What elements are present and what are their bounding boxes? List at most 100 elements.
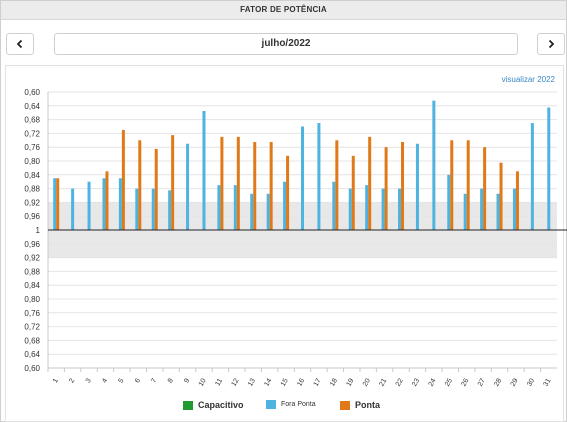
bar-fora-ponta-day-20: [365, 185, 369, 230]
y-tick-label: 0,64: [24, 350, 40, 359]
x-tick-label: 5: [118, 377, 126, 384]
month-selector[interactable]: julho/2022: [54, 33, 518, 55]
bar-fora-ponta-day-24: [432, 100, 436, 230]
chevron-left-icon: [16, 39, 23, 49]
bar-ponta-day-22: [401, 142, 405, 230]
bar-ponta-day-15: [286, 155, 290, 230]
x-tick-label: 21: [378, 377, 388, 387]
bar-ponta-day-6: [138, 140, 142, 230]
x-tick-label: 14: [263, 377, 273, 387]
bar-fora-ponta-day-10: [202, 110, 206, 230]
y-tick-label: 0,96: [24, 240, 40, 249]
x-tick-label: 29: [510, 377, 520, 387]
x-tick-label: 23: [411, 377, 421, 387]
legend-swatch-capacitivo: [183, 400, 193, 410]
legend-label-fora-ponta: Fora Ponta: [281, 401, 316, 408]
y-tick-label: 0,88: [24, 185, 40, 194]
y-tick-label: 0,76: [24, 309, 40, 318]
x-tick-label: 12: [231, 377, 241, 387]
bar-ponta-day-19: [351, 155, 355, 230]
x-tick-label: 10: [198, 377, 208, 387]
bar-ponta-day-27: [483, 147, 487, 230]
bar-fora-ponta-day-3: [87, 181, 91, 230]
y-tick-label: 0,80: [24, 157, 40, 166]
bar-fora-ponta-day-8: [168, 190, 172, 230]
y-tick-label: 0,88: [24, 267, 40, 276]
bar-ponta-day-25: [450, 140, 454, 230]
view-year-link[interactable]: visualizar 2022: [501, 75, 555, 84]
bar-fora-ponta-day-28: [496, 193, 500, 230]
x-tick-label: 1: [52, 377, 60, 384]
previous-month-button[interactable]: [6, 33, 34, 55]
bar-fora-ponta-day-14: [266, 193, 270, 230]
bar-ponta-day-8: [171, 135, 175, 230]
y-tick-label: 1: [36, 226, 41, 235]
x-tick-label: 28: [493, 377, 503, 387]
x-tick-label: 8: [167, 377, 175, 384]
x-tick-label: 6: [134, 377, 142, 384]
bar-fora-ponta-day-7: [151, 188, 155, 230]
bar-ponta-day-14: [269, 142, 273, 230]
x-tick-label: 4: [101, 377, 109, 384]
bar-fora-ponta-day-30: [530, 123, 534, 230]
legend-label-capacitivo: Capacitivo: [198, 400, 244, 410]
x-tick-label: 11: [214, 377, 224, 387]
bar-ponta-day-4: [105, 171, 109, 230]
bar-fora-ponta-day-9: [186, 143, 190, 230]
x-tick-label: 17: [313, 377, 323, 387]
x-tick-label: 26: [460, 377, 470, 387]
y-tick-label: 0,72: [24, 323, 40, 332]
bar-fora-ponta-day-31: [547, 107, 551, 230]
chevron-right-icon: [548, 39, 555, 49]
y-tick-label: 0,76: [24, 143, 40, 152]
bar-ponta-day-7: [154, 148, 158, 230]
bar-fora-ponta-day-11: [217, 185, 221, 230]
bar-ponta-day-28: [499, 162, 503, 230]
bar-fora-ponta-day-25: [447, 174, 451, 230]
x-tick-label: 16: [296, 377, 306, 387]
y-tick-label: 0,84: [24, 281, 40, 290]
x-tick-label: 22: [395, 377, 405, 387]
bar-fora-ponta-day-16: [301, 126, 304, 230]
bar-fora-ponta-day-15: [283, 181, 287, 230]
bar-ponta-day-18: [335, 140, 339, 230]
y-tick-label: 0,60: [24, 88, 40, 97]
bar-ponta-day-5: [121, 129, 125, 230]
bar-ponta-day-20: [368, 136, 372, 230]
x-tick-label: 13: [247, 377, 257, 387]
legend-item-ponta[interactable]: Ponta: [340, 400, 380, 410]
y-tick-label: 0,68: [24, 336, 40, 345]
bar-fora-ponta-day-21: [381, 188, 385, 230]
x-tick-label: 25: [444, 377, 454, 387]
y-tick-label: 0,68: [24, 116, 40, 125]
bar-ponta-day-12: [236, 136, 240, 230]
bar-fora-ponta-day-2: [71, 188, 75, 230]
x-tick-label: 31: [543, 377, 553, 387]
x-tick-label: 24: [428, 377, 438, 387]
x-tick-label: 15: [280, 377, 290, 387]
bar-ponta-day-1: [56, 178, 60, 230]
x-tick-label: 18: [329, 377, 339, 387]
y-tick-label: 0,60: [24, 364, 40, 373]
bar-fora-ponta-day-29: [512, 188, 516, 230]
y-tick-label: 0,92: [24, 198, 40, 207]
legend-item-capacitivo[interactable]: Capacitivo: [183, 400, 244, 410]
legend-item-fora-ponta[interactable]: Fora Ponta: [266, 400, 316, 409]
x-tick-label: 30: [526, 377, 536, 387]
y-tick-label: 0,64: [24, 102, 40, 111]
bar-fora-ponta-day-19: [348, 188, 352, 230]
next-month-button[interactable]: [537, 33, 565, 55]
bar-fora-ponta-day-22: [398, 188, 402, 230]
bar-fora-ponta-day-5: [118, 178, 122, 230]
bar-fora-ponta-day-13: [250, 193, 254, 230]
x-tick-label: 3: [85, 377, 93, 384]
y-tick-label: 0,84: [24, 171, 40, 180]
bar-ponta-day-21: [384, 147, 388, 230]
x-tick-label: 7: [150, 377, 158, 384]
bar-fora-ponta-day-1: [53, 178, 57, 230]
bar-fora-ponta-day-26: [463, 193, 467, 230]
y-tick-label: 0,72: [24, 129, 40, 138]
y-tick-label: 0,80: [24, 295, 40, 304]
bar-fora-ponta-day-6: [135, 188, 139, 230]
bar-ponta-day-29: [515, 171, 519, 230]
